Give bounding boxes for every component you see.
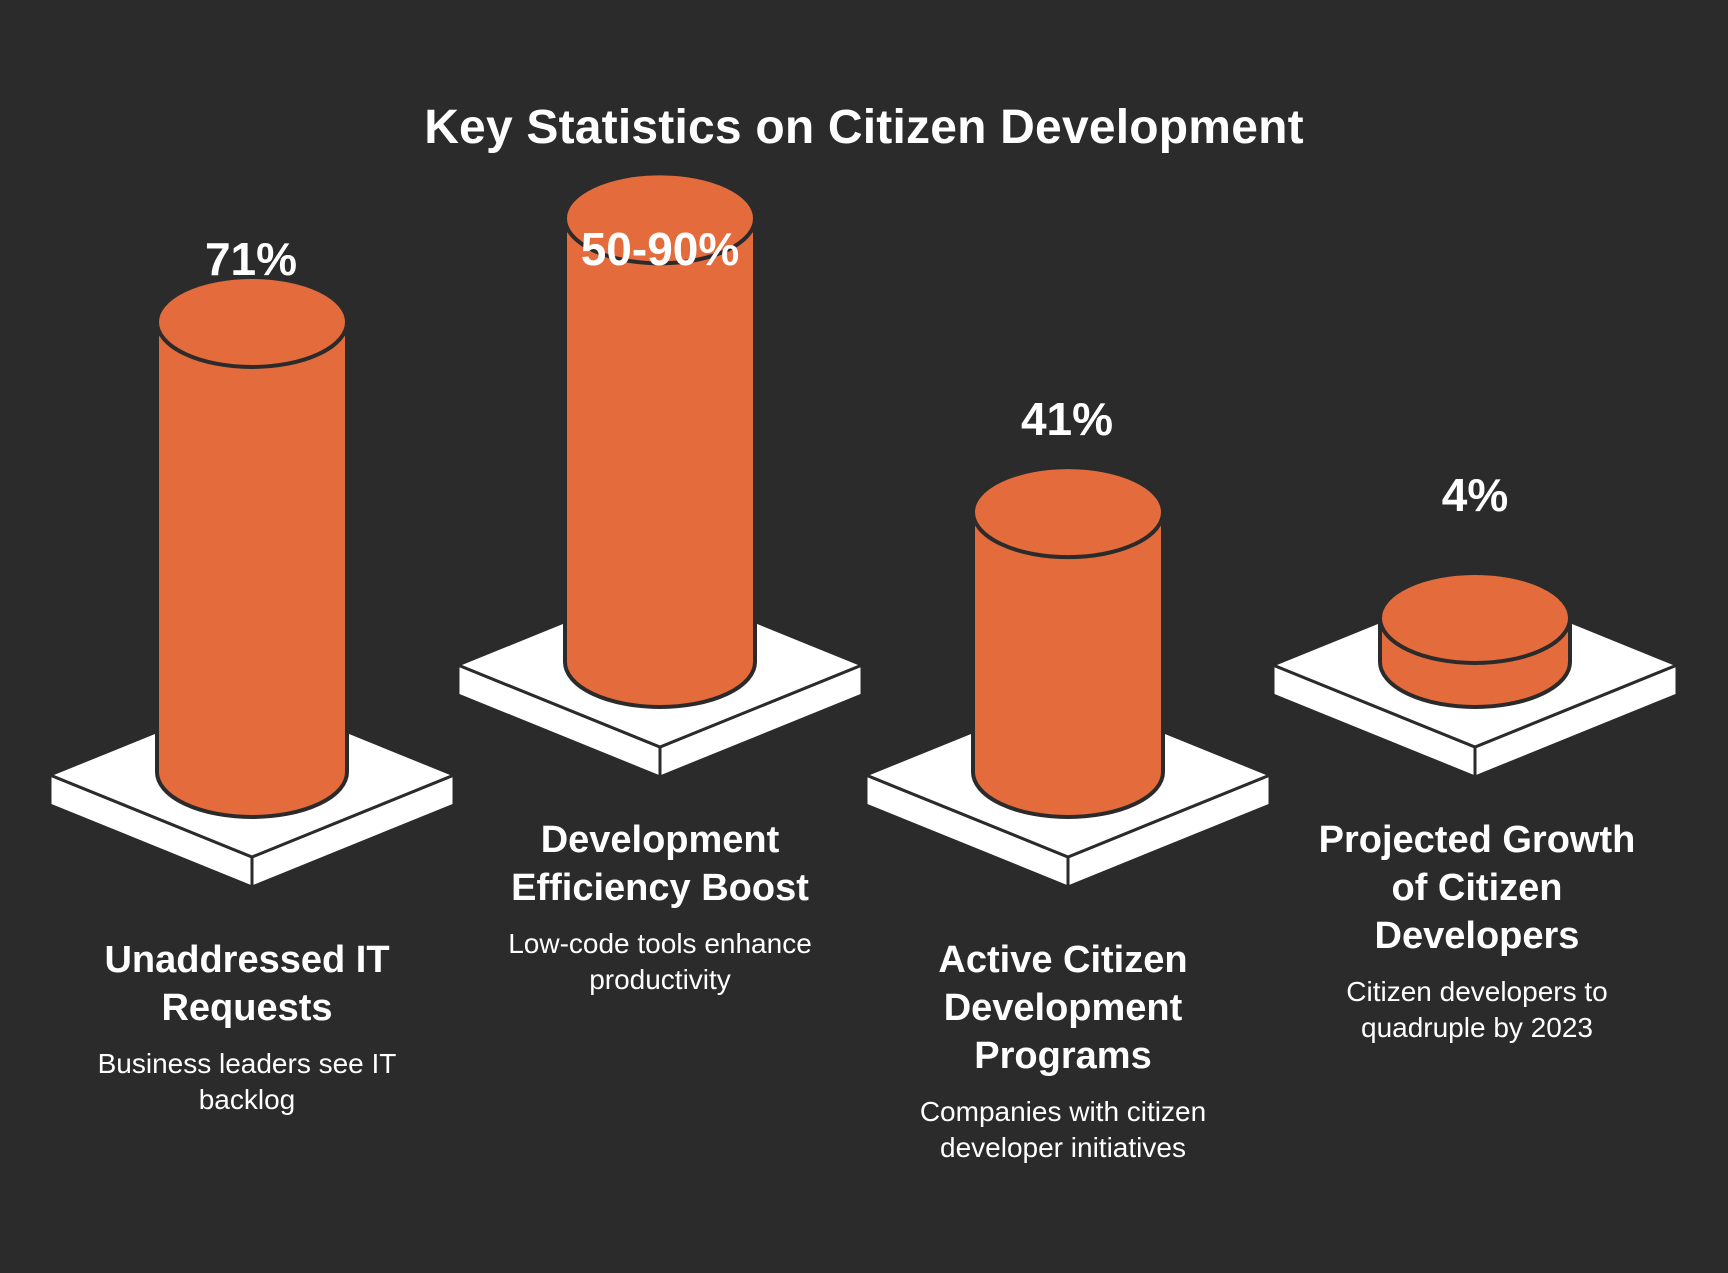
bar-1	[48, 275, 456, 889]
cylinder-body-1	[155, 320, 349, 819]
chart-title: Key Statistics on Citizen Development	[424, 101, 1304, 154]
category-label-4: Projected Growth of Citizen Developers	[1318, 819, 1636, 957]
value-label-2: 50-90%	[580, 223, 740, 275]
value-label-4: 4%	[1441, 469, 1509, 521]
cylinder-top-4	[1378, 571, 1572, 665]
stat-block-1: Unaddressed IT Requests Business leaders…	[67, 936, 427, 1118]
category-label-1: Unaddressed IT Requests	[104, 939, 390, 1029]
cylinder-body-3	[971, 510, 1165, 819]
value-label-1: 71%	[204, 233, 298, 285]
bar-3	[864, 465, 1272, 889]
category-description-1: Business leaders see IT backlog	[97, 1048, 397, 1115]
category-label-2: Development Efficiency Boost	[511, 819, 809, 909]
bar-2	[456, 171, 864, 779]
cylinder-top-1	[155, 275, 349, 369]
category-description-4: Citizen developers to quadruple by 2023	[1346, 976, 1608, 1043]
stat-block-2: Development Efficiency Boost Low-code to…	[480, 816, 840, 998]
stat-block-3: Active Citizen Development Programs Comp…	[883, 936, 1243, 1166]
stat-block-4: Projected Growth of Citizen Developers C…	[1297, 816, 1657, 1046]
category-description-2: Low-code tools enhance productivity	[508, 928, 812, 995]
value-label-3: 41%	[1020, 393, 1114, 445]
cylinder-top-3	[971, 465, 1165, 560]
cylinder-body-2	[563, 216, 757, 709]
category-label-3: Active Citizen Development Programs	[938, 939, 1188, 1077]
category-description-3: Companies with citizen developer initiat…	[919, 1096, 1207, 1163]
cylinder-top-2	[563, 171, 757, 266]
bar-4	[1271, 571, 1679, 779]
